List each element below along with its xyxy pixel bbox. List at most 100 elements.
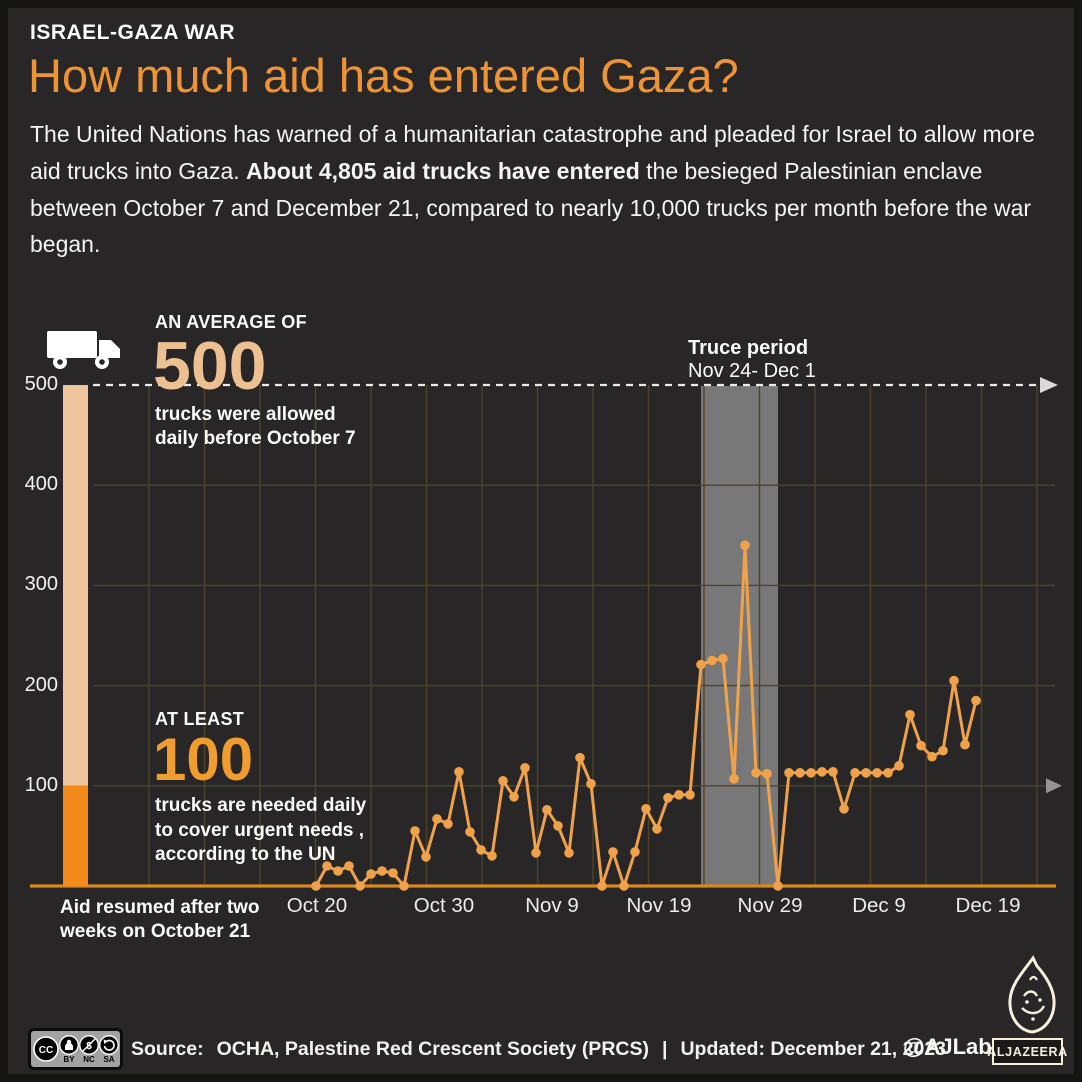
svg-text:CC: CC <box>39 1045 53 1056</box>
reference-bar-bottom <box>63 785 88 886</box>
y-tick-label: 100 <box>24 773 58 796</box>
data-point <box>355 881 365 891</box>
no-dollar-icon: $ <box>79 1034 99 1055</box>
cc-nc-icon: $ NC <box>79 1034 99 1064</box>
data-point <box>432 814 442 824</box>
cc-sa-icon: SA <box>99 1034 119 1064</box>
data-point <box>542 805 552 815</box>
share-alike-icon <box>99 1034 119 1055</box>
separator: | <box>661 1038 668 1060</box>
data-point <box>476 845 486 855</box>
intro-bold-text: About 4,805 aid trucks have entered <box>246 157 640 184</box>
data-point <box>795 768 805 778</box>
cc-circle-icon: CC <box>33 1036 59 1062</box>
y-axis-labels: 100 200 300 400 500 <box>0 0 58 1082</box>
data-point <box>938 745 948 756</box>
truce-period-title: Truce period <box>688 337 809 359</box>
data-point <box>872 768 882 778</box>
x-tick-label: Nov 9 <box>525 894 579 917</box>
reference-bar-top <box>63 385 88 786</box>
data-point <box>949 675 959 686</box>
cc-by-icon: BY <box>59 1034 79 1064</box>
source-line: Source: OCHA, Palestine Red Crescent Soc… <box>131 1038 946 1061</box>
data-point <box>971 695 981 706</box>
minimum-annotation: AT LEAST 100 trucks are needed daily to c… <box>153 709 366 868</box>
data-point <box>850 768 860 778</box>
data-point <box>960 739 970 750</box>
data-points <box>311 540 981 891</box>
data-point <box>410 826 420 836</box>
average-annotation-value: 500 <box>153 328 267 404</box>
ajlabs-handle: @AJLabs <box>903 1034 1004 1059</box>
data-point <box>707 655 717 666</box>
data-point <box>311 881 321 891</box>
truce-period-label: Truce period Nov 24- Dec 1 <box>688 337 816 384</box>
x-axis-labels: Oct 20 Oct 30 Nov 9 Nov 19 Nov 29 Dec 9 Dec 19 <box>0 894 1082 924</box>
data-point <box>377 866 387 876</box>
data-point <box>916 740 926 751</box>
truck-icon <box>47 331 120 369</box>
aljazeera-logo-box: ALJAZEERA <box>987 1038 1067 1065</box>
aljazeera-calligraphy-logo <box>1003 955 1061 1042</box>
minimum-annotation-value: 100 <box>153 726 254 793</box>
data-point <box>630 847 640 857</box>
data-point <box>762 769 772 779</box>
data-point <box>674 790 684 800</box>
average-annotation: AN AVERAGE OF 500 trucks were allowed dai… <box>153 312 356 452</box>
source-text: OCHA, Palestine Red Crescent Society (PR… <box>216 1038 649 1060</box>
data-point <box>465 827 475 837</box>
data-point <box>597 881 607 891</box>
source-label: Source: <box>131 1038 204 1060</box>
cc-icon: CC <box>33 1036 59 1062</box>
data-point <box>894 761 904 771</box>
data-point <box>322 861 332 871</box>
intro-text: The United Nations has warned of a human… <box>30 121 1035 184</box>
data-point <box>608 847 618 857</box>
data-point <box>443 819 453 829</box>
x-axis-baseline <box>30 884 1056 888</box>
x-tick-label: Nov 29 <box>737 894 803 917</box>
data-point <box>905 709 915 720</box>
data-point <box>619 881 629 891</box>
average-annotation-desc: trucks were allowed daily before October … <box>155 403 356 450</box>
y-tick-label: 400 <box>24 473 58 496</box>
data-point <box>520 763 530 773</box>
data-point <box>344 861 354 871</box>
data-point <box>839 804 849 814</box>
data-point <box>663 793 673 803</box>
person-icon <box>59 1034 79 1055</box>
data-point <box>553 821 563 831</box>
data-point <box>828 767 838 777</box>
data-point <box>806 768 816 778</box>
arrow-right-icon <box>1040 377 1058 393</box>
x-tick-label: Oct 20 <box>286 894 348 917</box>
data-point <box>740 540 750 551</box>
data-point <box>531 848 541 858</box>
creative-commons-badge: CC BY $ NC SA <box>28 1028 123 1070</box>
data-point <box>883 768 893 778</box>
intro-text: the besieged Palestinian enclave between… <box>30 157 1032 258</box>
data-point <box>729 774 739 784</box>
data-point <box>784 768 794 778</box>
data-point <box>509 792 519 802</box>
page-title: How much aid has entered Gaza? <box>28 49 739 102</box>
aid-resumed-note: Aid resumed after two weeks on October 21 <box>60 897 260 942</box>
data-point <box>641 804 651 814</box>
updated-text: Updated: December 21, 2023 <box>680 1038 946 1060</box>
intro-paragraph: The United Nations has warned of a human… <box>30 116 1044 263</box>
y-tick-label: 300 <box>24 573 58 596</box>
data-point <box>586 779 596 789</box>
data-point <box>388 868 398 878</box>
kicker: ISRAEL-GAZA WAR <box>30 21 236 44</box>
data-point <box>861 768 871 778</box>
y-tick-label: 500 <box>24 373 58 395</box>
data-point <box>575 752 585 763</box>
data-point <box>498 776 508 786</box>
data-point <box>366 869 376 879</box>
x-tick-label: Oct 30 <box>413 894 475 917</box>
data-point <box>718 653 728 664</box>
data-point <box>421 852 431 862</box>
arrow-right-icon <box>1046 778 1062 794</box>
x-tick-label: Dec 9 <box>852 894 906 917</box>
